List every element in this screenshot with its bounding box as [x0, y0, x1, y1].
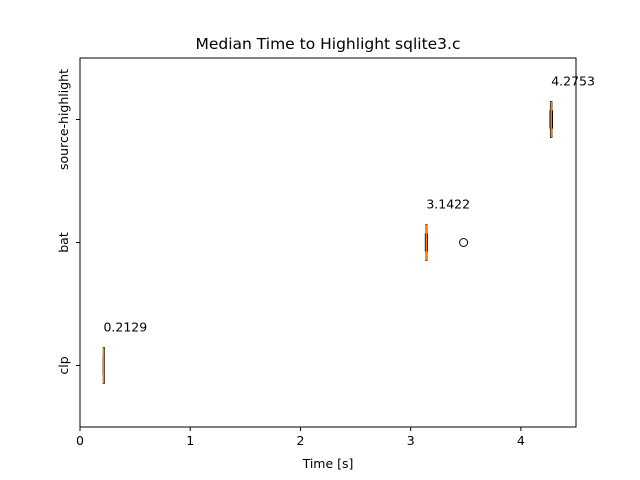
y-tick-label: source-highlight: [56, 69, 71, 170]
x-tick-label: 0: [76, 433, 84, 448]
box-source-highlight: 4.2753: [549, 74, 595, 138]
plot-area: 0.2129 3.1422 4.2753: [102, 74, 595, 384]
box-clp: 0.2129: [102, 320, 147, 384]
axes-border: [79, 57, 577, 428]
outlier-point: [459, 238, 469, 247]
box-bat: 3.1422: [424, 197, 470, 261]
chart-title: Median Time to Highlight sqlite3.c: [195, 35, 460, 53]
median-value-label: 4.2753: [551, 74, 595, 89]
median-value-label: 0.2129: [103, 320, 147, 335]
axes-frame: 0 1 2 3 4 clp bat source-highlight: [56, 57, 577, 448]
x-axis-label: Time [s]: [302, 456, 354, 471]
median-value-label: 3.1422: [426, 197, 470, 212]
y-tick-label: bat: [56, 232, 71, 253]
x-tick-label: 3: [407, 433, 415, 448]
x-tick-label: 2: [296, 433, 304, 448]
y-tick-label: clp: [56, 356, 71, 374]
x-tick-label: 4: [517, 433, 525, 448]
x-tick-label: 1: [186, 433, 194, 448]
